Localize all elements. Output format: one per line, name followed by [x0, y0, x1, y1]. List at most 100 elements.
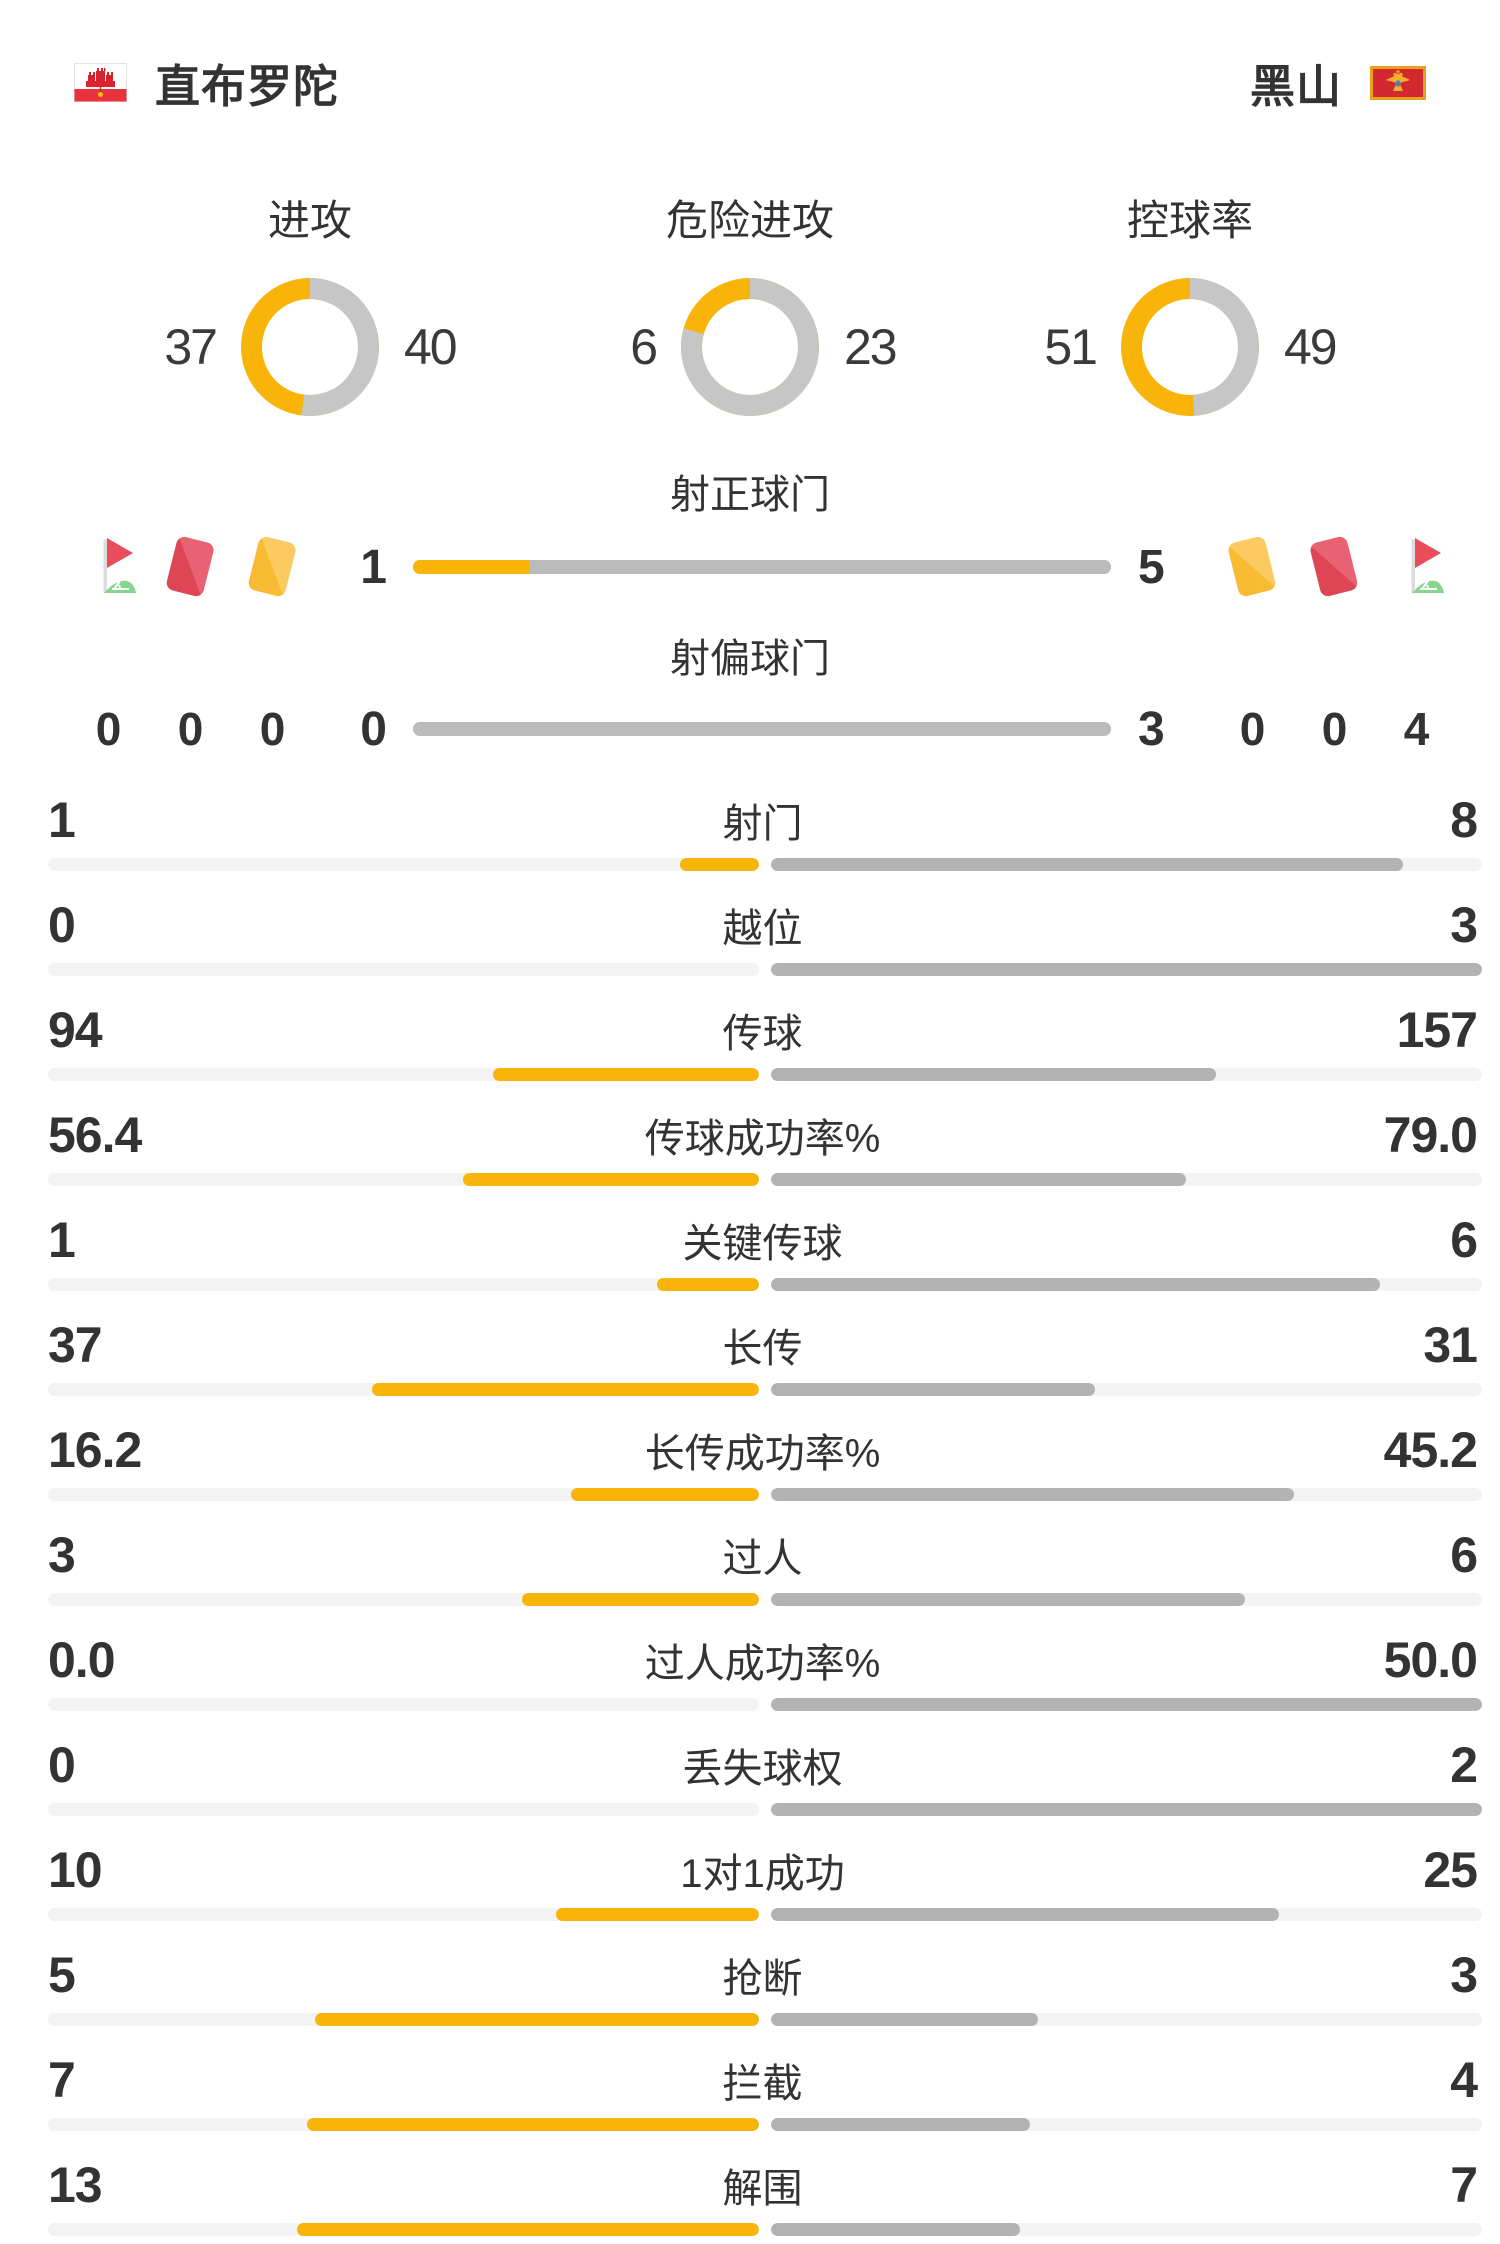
home-stat-value: 94	[48, 1002, 103, 1058]
home-stat-value: 16.2	[48, 1422, 142, 1478]
away-counts: 0 0 4	[1216, 702, 1452, 756]
home-stat-bar-fill	[372, 1383, 759, 1396]
stat-label: 传球	[722, 1012, 803, 1056]
away-shots-off-target-value: 3	[1138, 702, 1165, 756]
red-card-icon	[1310, 536, 1358, 597]
stat-list: 1 射门 8 0 越位 3 94	[0, 792, 1500, 2236]
away-stat-bar-track	[771, 1383, 1482, 1396]
away-stat-bar-track	[771, 2118, 1482, 2131]
yellow-card-icon	[1228, 536, 1276, 597]
home-stat-bar-fill	[296, 2223, 759, 2236]
home-stat-value: 0	[48, 1737, 76, 1793]
stat-label: 解围	[722, 2167, 803, 2211]
away-stat-bar-fill	[771, 1488, 1295, 1501]
away-shots-on-target-fill	[529, 560, 1111, 574]
away-stat-value: 45.2	[1383, 1422, 1478, 1478]
home-stat-bar-fill	[492, 1068, 759, 1081]
home-stat-bar-track	[48, 1593, 759, 1606]
away-stat-bar-fill	[771, 2223, 1020, 2236]
away-stat-bar-track	[771, 2223, 1482, 2236]
home-stat-bar-track	[48, 1908, 759, 1921]
away-stat-bar-track	[771, 1488, 1482, 1501]
home-stat-value: 5	[48, 1947, 76, 2003]
shots-on-target-bar	[413, 560, 1111, 574]
stat-row: 1 射门 8	[0, 792, 1500, 871]
away-stat-bar-fill	[771, 1908, 1279, 1921]
away-stat-bar-track	[771, 1068, 1482, 1081]
home-donut-value: 6	[630, 319, 658, 375]
home-team-name: 直布罗陀	[155, 61, 340, 112]
home-icons	[72, 534, 308, 600]
shots-off-target-bar	[413, 722, 1111, 736]
donut-possession: 控球率 51 49	[980, 187, 1400, 416]
stat-label: 关键传球	[682, 1222, 843, 1266]
home-stat-bar-fill	[462, 1173, 759, 1186]
stat-row: 1 关键传球 6	[0, 1212, 1500, 1291]
stat-row: 94 传球 157	[0, 1002, 1500, 1081]
stat-row: 0 越位 3	[0, 897, 1500, 976]
stat-row: 16.2 长传成功率% 45.2	[0, 1422, 1500, 1501]
home-stat-value: 0.0	[48, 1632, 116, 1688]
away-stat-value: 79.0	[1383, 1107, 1478, 1163]
away-shots-on-target-value: 5	[1138, 540, 1165, 594]
home-team: 直布罗陀	[74, 50, 339, 115]
stat-label: 1对1成功	[680, 1852, 845, 1896]
stat-label: 过人	[722, 1537, 803, 1581]
stat-label: 越位	[722, 907, 803, 951]
donut-dangerous-attacks: 危险进攻 6 23	[540, 187, 960, 416]
away-stat-bar-track	[771, 963, 1482, 976]
yellow-card-icon	[248, 536, 296, 597]
away-stat-bar-fill	[771, 1173, 1186, 1186]
donut-label: 控球率	[1126, 197, 1253, 244]
away-stat-bar-track	[771, 1278, 1482, 1291]
shots-on-target-row: 1 5	[0, 530, 1500, 604]
stat-row: 0 丢失球权 2	[0, 1737, 1500, 1816]
away-stat-value: 7	[1450, 2157, 1478, 2213]
away-stat-bar-fill	[771, 858, 1403, 871]
attacks-donut-chart	[241, 278, 379, 416]
home-shots-on-target-value: 1	[360, 540, 387, 594]
away-stat-bar-fill	[771, 1278, 1381, 1291]
home-stat-bar-track	[48, 1803, 759, 1816]
home-yellow-cards-count: 0	[259, 703, 286, 755]
home-stat-bar-track	[48, 1488, 759, 1501]
home-stat-value: 37	[48, 1317, 103, 1373]
home-donut-value: 51	[1044, 319, 1098, 375]
home-stat-bar-track	[48, 1383, 759, 1396]
home-shots-off-target-value: 0	[360, 702, 387, 756]
home-stat-bar-fill	[657, 1278, 759, 1291]
home-stat-bar-track	[48, 1278, 759, 1291]
stat-label: 过人成功率%	[644, 1642, 881, 1686]
home-stat-value: 3	[48, 1527, 76, 1583]
stat-row: 56.4 传球成功率% 79.0	[0, 1107, 1500, 1186]
home-stat-bar-track	[48, 1698, 759, 1711]
stat-row: 7 拦截 4	[0, 2052, 1500, 2131]
shots-on-target-label: 射正球门	[670, 473, 830, 517]
away-donut-value: 40	[404, 319, 458, 375]
stat-row: 13 解围 7	[0, 2157, 1500, 2236]
home-stat-bar-fill	[522, 1593, 759, 1606]
donut-charts-section: 进攻 37 40 危险进攻 6 23 控球率	[0, 187, 1500, 416]
home-stat-bar-fill	[571, 1488, 759, 1501]
away-donut-value: 23	[844, 319, 898, 375]
away-stat-value: 31	[1423, 1317, 1478, 1373]
away-stat-value: 3	[1450, 897, 1478, 953]
away-stat-bar-fill	[771, 2118, 1030, 2131]
away-stat-bar-track	[771, 1698, 1482, 1711]
home-stat-bar-fill	[314, 2013, 759, 2026]
away-stat-bar-track	[771, 2013, 1482, 2026]
home-stat-bar-fill	[555, 1908, 759, 1921]
stat-label: 长传	[722, 1327, 803, 1371]
away-stat-bar-fill	[771, 1383, 1096, 1396]
shots-off-target-label: 射偏球门	[670, 637, 830, 681]
donut-label: 进攻	[267, 197, 352, 244]
home-stat-bar-track	[48, 1068, 759, 1081]
away-stat-bar-fill	[771, 1698, 1482, 1711]
match-header: 直布罗陀 黑山	[0, 0, 1500, 115]
away-stat-bar-track	[771, 1593, 1482, 1606]
away-stat-value: 3	[1450, 1947, 1478, 2003]
dangerous-attacks-donut-chart	[681, 278, 819, 416]
stat-label: 长传成功率%	[644, 1432, 881, 1476]
home-stat-value: 7	[48, 2052, 76, 2108]
home-stat-bar-fill	[306, 2118, 759, 2131]
